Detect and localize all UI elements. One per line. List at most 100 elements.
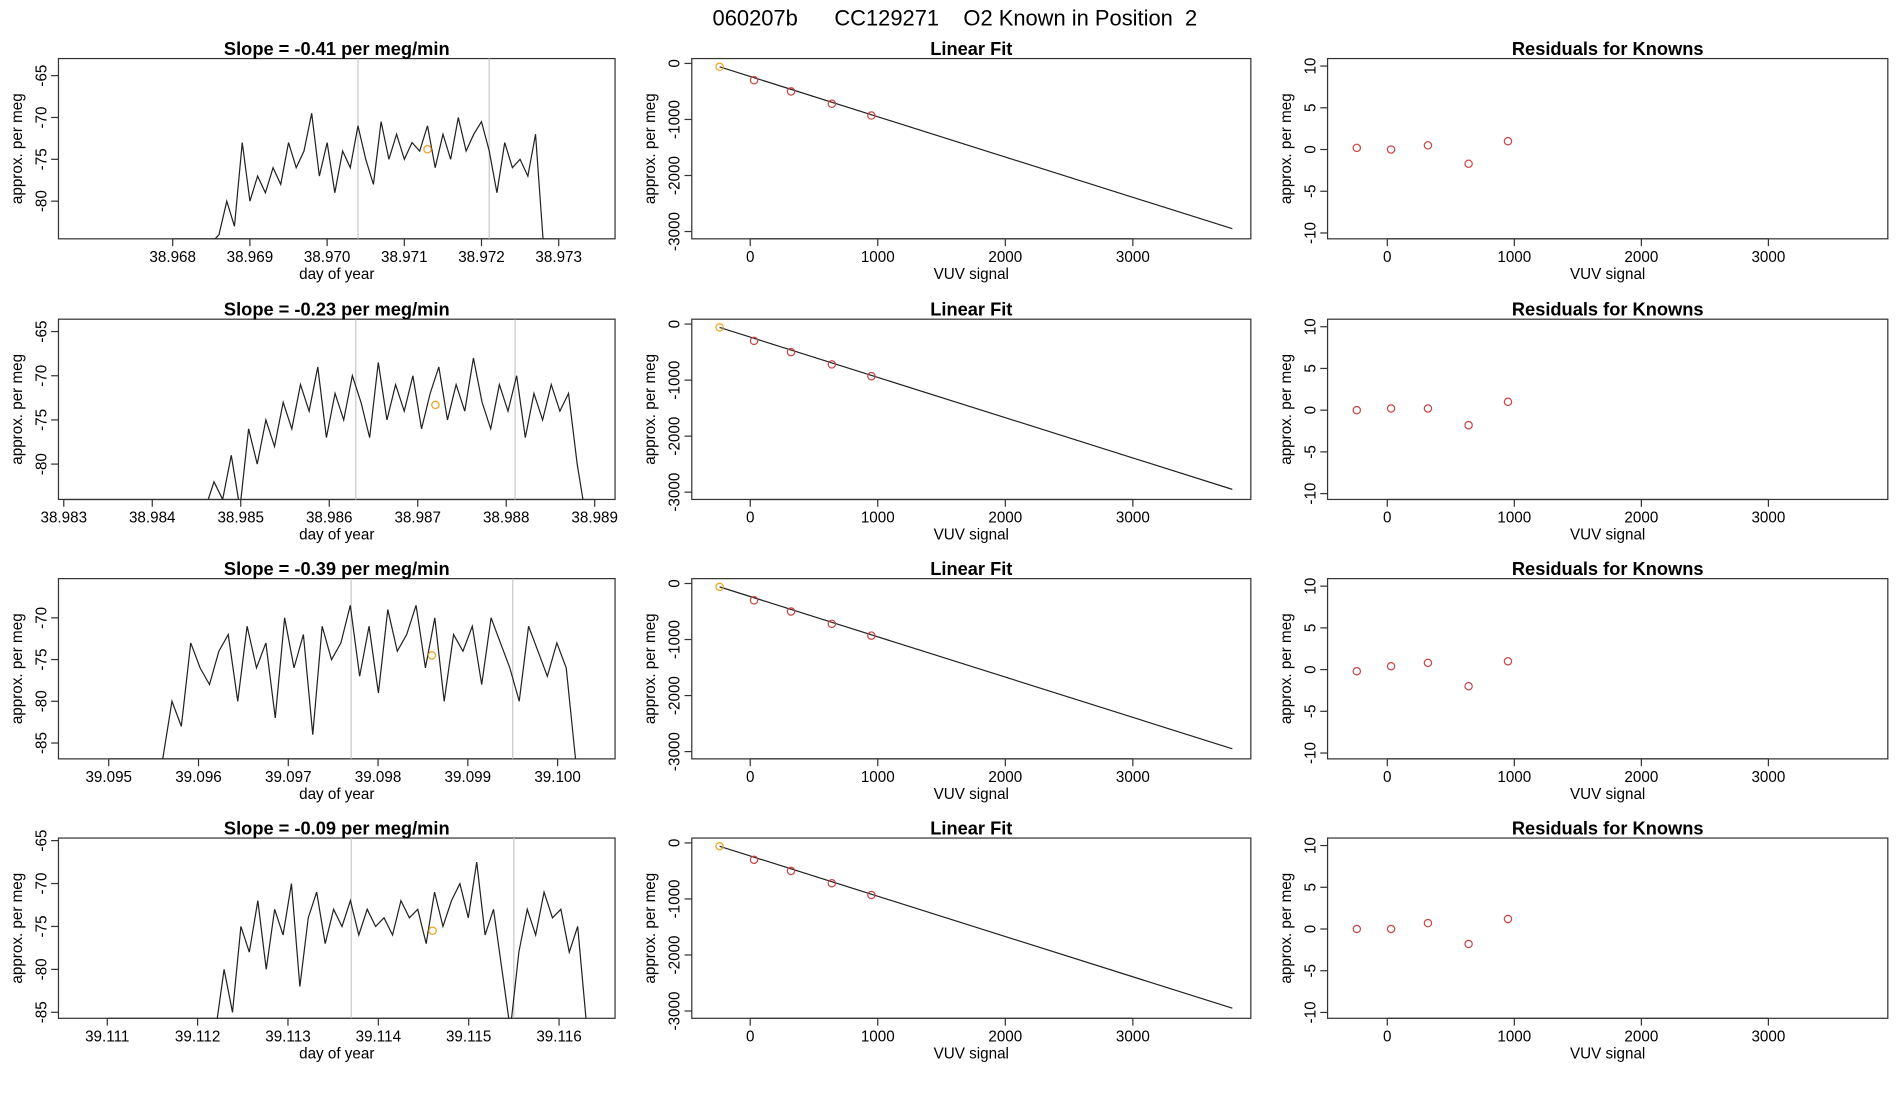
y-tick-label: -3000 [667,212,684,251]
residual-point [1352,924,1362,934]
y-tick-label: -5 [1302,705,1319,719]
y-tick-label: -3000 [667,473,684,512]
plot-area [715,842,1233,1009]
fit-0-panel: 0 1000 2000 3000 0 -1000 -2000 -3000 Linear Fit V… [642,38,1252,283]
y-tick-label: 0 [1302,925,1319,933]
known-point [786,607,796,616]
y-tick-label: -70 [33,365,50,387]
residual-point [1464,420,1473,430]
x-tick-label: 39.114 [356,1028,402,1045]
x-tick-label: 3000 [1751,249,1785,266]
y-tick-label: -5 [1302,445,1319,459]
signal-series-line [207,357,584,500]
y-tick-label: -65 [33,830,50,852]
panel-title: Slope = -0.09 per meg/min [224,817,450,838]
x-axis-label: day of year [299,266,374,283]
res-2-panel: 0 1000 2000 3000 10 5 0 -5 -10 Residuals for Know… [1278,558,1889,803]
residual-point [1503,136,1513,146]
x-axis-label: VUV signal [934,266,1009,283]
x-tick-label: 1000 [1497,1028,1531,1045]
y-tick-label: -85 [33,732,50,754]
y-tick-label: -2000 [667,676,684,715]
plot-frame [691,57,1252,240]
x-tick-label: 2000 [1624,1028,1658,1045]
panel-title: Residuals for Knowns [1512,558,1704,579]
x-tick-label: 38.972 [458,249,505,266]
y-axis-label: approx. per meg [642,613,659,724]
x-tick-label: 38.971 [381,249,428,266]
x-tick-label: 1000 [1497,769,1531,786]
x-axis-label: day of year [299,527,374,544]
res-0-panel: 0 1000 2000 3000 10 5 0 -5 -10 Residuals for Know… [1278,38,1889,283]
y-tick-label: 0 [667,839,684,847]
fit-line [719,326,1233,490]
y-axis-label: approx. per meg [642,354,659,465]
known-point [715,842,724,851]
x-tick-label: 0 [1383,1028,1391,1045]
y-tick-label: 0 [667,59,684,67]
ts-0-panel: 38.968 38.969 38.970 38.971 38.972 38.973 -65 -… [9,38,616,283]
x-tick-label: 3000 [1116,510,1150,527]
panel-title: Residuals for Knowns [1512,38,1704,59]
y-tick-label: -10 [1302,742,1319,764]
y-tick-label: -70 [33,106,50,128]
x-tick-label: 38.984 [129,510,176,527]
residual-point [1464,682,1473,691]
y-tick-label: -70 [33,873,50,895]
y-tick-label: -80 [33,453,50,475]
x-tick-label: 38.988 [483,510,530,527]
plot-area [715,62,1233,230]
x-tick-label: 39.112 [175,1028,220,1045]
plot-frame [1326,57,1889,240]
x-tick-label: 39.096 [175,769,222,786]
known-point [749,855,759,864]
x-tick-label: 1000 [1497,510,1531,527]
x-axis-label: VUV signal [1570,786,1645,803]
y-axis-label: approx. per meg [9,93,26,204]
residual-point [1464,939,1473,949]
y-tick-label: 0 [1302,406,1319,414]
x-tick-label: 38.969 [227,249,274,266]
residual-point [1423,658,1433,668]
y-tick-label: -75 [33,148,50,170]
y-tick-label: 0 [1302,665,1319,673]
x-tick-label: 38.985 [217,510,264,527]
x-axis-label: VUV signal [934,1045,1009,1062]
x-tick-label: 39.097 [265,769,312,786]
ts-3-panel: 39.111 39.112 39.113 39.114 39.115 39.116 -65 -… [9,817,616,1062]
x-tick-label: 1000 [1497,249,1531,266]
y-tick-label: -2000 [667,417,684,456]
signal-series-line [162,605,577,759]
x-axis-label: VUV signal [1570,1045,1645,1062]
x-tick-label: 0 [746,1028,754,1045]
known-point [749,336,759,346]
ts-2-panel: 39.095 39.096 39.097 39.098 39.099 39.100 -70 -… [9,558,616,803]
res-1-panel: 0 1000 2000 3000 10 5 0 -5 -10 Residuals for Know… [1278,299,1889,544]
known-point [867,631,876,640]
x-tick-label: 38.970 [304,249,351,266]
known-point [827,619,837,629]
y-tick-label: -70 [33,607,50,629]
plot-area [207,319,584,500]
panel-title: Linear Fit [930,817,1012,838]
y-tick-label: 0 [1302,145,1319,153]
x-tick-label: 38.987 [394,510,441,527]
residual-point [1386,404,1396,413]
y-axis-label: approx. per meg [1278,354,1295,465]
window-mean-marker [423,145,432,154]
y-tick-label: -85 [33,1001,50,1023]
residual-point [1386,924,1396,934]
y-axis-label: approx. per meg [9,873,26,984]
y-tick-label: 0 [667,320,684,328]
known-point [867,371,876,381]
panel-title: Slope = -0.39 per meg/min [224,558,450,579]
plot-frame [57,57,616,240]
y-tick-label: -75 [33,649,50,671]
plot-area [214,58,544,239]
x-tick-label: 39.116 [536,1028,581,1045]
plot-frame [691,578,1252,760]
known-point [827,879,837,888]
known-point [749,596,759,605]
y-tick-label: -80 [33,190,50,212]
residual-point [1352,405,1362,415]
